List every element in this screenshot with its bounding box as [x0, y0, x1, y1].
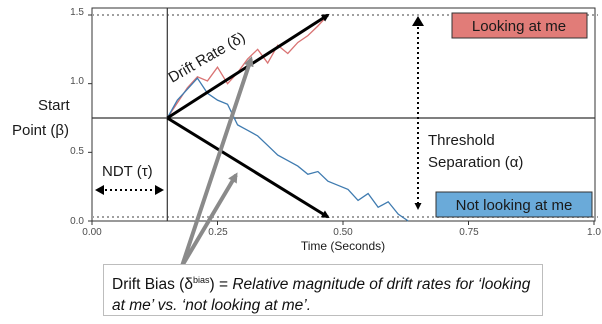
not-looking-at-me-label: Not looking at me	[456, 197, 573, 214]
threshold-label-line1: Threshold	[428, 132, 495, 149]
drift-bias-note: Drift Bias (δbias) = Relative magnitude …	[103, 264, 543, 316]
x-tick-label: 0.75	[459, 227, 479, 238]
x-axis-title: Time (Seconds)	[301, 239, 385, 253]
x-tick-label: 0.00	[82, 227, 102, 238]
looking-at-me-label: Looking at me	[472, 18, 566, 35]
x-tick-label: 0.50	[333, 227, 353, 238]
plot-panel	[91, 7, 596, 222]
threshold-label-line2: Separation (α)	[428, 154, 523, 171]
threshold-arrowhead-top	[412, 16, 424, 26]
y-tick-label: 1.5	[70, 7, 84, 18]
start-point-label-line1: Start	[38, 97, 71, 114]
not-looking-at-me-box	[435, 191, 593, 218]
drift-arrow-lower	[166, 116, 330, 219]
x-tick-label: 0.25	[208, 227, 228, 238]
drift-bias-prefix: Drift Bias (δ	[112, 276, 193, 294]
looking-at-me-box	[451, 12, 588, 39]
x-tick-label: 1.0	[587, 227, 601, 238]
start-point-label-line2: Point (β)	[12, 122, 69, 139]
drift-bias-description: Relative magnitude of drift rates for ‘l…	[112, 276, 531, 315]
bias-arrow-lower	[180, 172, 238, 268]
ndt-arrowhead-right	[155, 185, 164, 195]
drift-bias-equals: ) =	[209, 276, 233, 294]
y-tick-label: 1.0	[70, 76, 84, 87]
drift-bias-superscript: bias	[192, 275, 210, 285]
bias-arrow-upper	[180, 56, 254, 267]
y-tick-label: 0.0	[70, 216, 84, 227]
ndt-arrowhead-left	[95, 185, 104, 195]
tick-marks	[88, 14, 595, 225]
y-tick-label: 0.5	[70, 146, 84, 157]
ndt-label: NDT (τ)	[102, 163, 153, 180]
